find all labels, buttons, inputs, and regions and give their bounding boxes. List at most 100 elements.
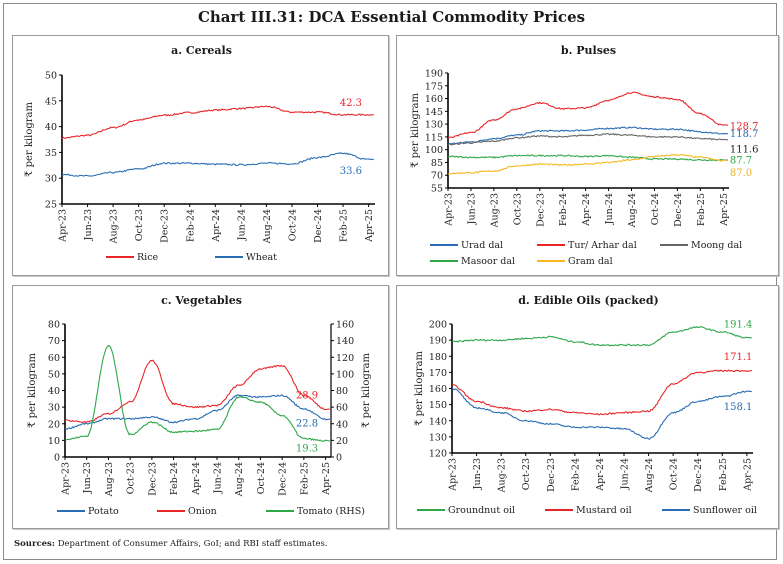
x-tick-label: Apr-23	[448, 458, 459, 492]
chart-cereals: a. Cereals 25 30 35 40 45 50 ₹ per kilogram Apr-…	[24, 44, 375, 263]
series-line-rice	[61, 105, 374, 140]
y-tick-label: 10	[48, 436, 60, 447]
y-right-tick-label: 120	[336, 353, 354, 364]
y-tick-label: 20	[48, 419, 60, 430]
end-value-label-moong-dal: 111.6	[730, 144, 759, 155]
panel-title: d. Edible Oils (packed)	[518, 294, 659, 307]
series-line-wheat	[61, 152, 374, 177]
y-tick-label: 0	[54, 453, 60, 464]
panel-cereals: a. Cereals 25 30 35 40 45 50 ₹ per kilogram Apr-…	[12, 35, 389, 276]
y-axis-right-label: ₹ per kilogram	[361, 353, 372, 428]
legend-label-sunflower-oil: Sunflower oil	[693, 505, 757, 516]
y-tick-label: 115	[425, 132, 443, 143]
y-tick-label: 175	[425, 81, 443, 92]
x-tick-label: Feb-25	[339, 209, 350, 242]
y-tick-label: 80	[48, 320, 60, 331]
x-tick-label: Oct-23	[134, 209, 145, 241]
y-tick-label: 30	[45, 174, 57, 185]
x-tick-label: Apr-24	[595, 458, 606, 492]
legend-label-groundnut-oil: Groundnut oil	[448, 505, 515, 516]
y-tick-label: 140	[429, 416, 447, 427]
x-tick-label: Apr-25	[321, 462, 332, 496]
panel-edible-oils: d. Edible Oils (packed) 120 130 140 150 160 17…	[396, 285, 779, 529]
x-tick-label: Apr-24	[211, 209, 222, 243]
x-tick-label: Jun-23	[83, 209, 94, 241]
legend-label-mustard-oil: Mustard oil	[576, 505, 632, 516]
x-tick-label: Dec-23	[160, 209, 171, 243]
end-value-label-tur-arhar-dal: 128.7	[730, 122, 759, 133]
y-tick-label: 190	[429, 336, 447, 347]
x-tick-label: Aug-24	[262, 209, 273, 244]
panel-title: b. Pulses	[561, 44, 616, 57]
x-tick-label: Dec-24	[693, 458, 704, 492]
y-tick-label: 200	[429, 320, 447, 331]
y-right-tick-label: 160	[336, 320, 354, 331]
y-tick-label: 45	[45, 96, 57, 107]
y-right-tick-label: 80	[336, 386, 348, 397]
y-right-tick-label: 60	[336, 403, 348, 414]
series-line-tomato-rhs	[64, 344, 331, 442]
x-tick-label: Oct-23	[512, 193, 523, 225]
y-tick-label: 25	[45, 200, 57, 211]
chart-frame	[3, 3, 777, 560]
y-tick-label: 170	[429, 368, 447, 379]
chart-vegetables: c. Vegetables 0 10 20 30 40 50 60 70 80 0 20 40 60 80 1…	[27, 294, 372, 517]
end-value-label-tomato-rhs: 19.3	[296, 443, 318, 454]
x-tick-label: Dec-24	[673, 193, 684, 227]
x-tick-label: Apr-25	[719, 193, 730, 227]
y-tick-label: 50	[45, 71, 57, 82]
x-tick-label: Aug-23	[497, 458, 508, 493]
y-axis-label: ₹ per kilogram	[27, 353, 38, 428]
panel-vegetables: c. Vegetables 0 10 20 30 40 50 60 70 80 0 20 40 60 80 1…	[12, 285, 389, 529]
x-tick-label: Jun-23	[466, 193, 477, 225]
x-tick-label: Apr-25	[364, 209, 375, 243]
y-tick-label: 130	[425, 120, 443, 131]
y-tick-label: 190	[425, 69, 443, 80]
x-tick-label: Oct-24	[287, 209, 298, 241]
y-tick-label: 30	[48, 403, 60, 414]
main-title: Chart III.31: DCA Essential Commodity Pr…	[197, 8, 586, 26]
series-line-mustard-oil	[451, 369, 752, 416]
x-tick-label: Jun-23	[472, 458, 483, 490]
legend-label-onion: Onion	[188, 506, 217, 517]
x-tick-label: Oct-24	[256, 462, 267, 494]
x-tick-label: Apr-23	[444, 193, 455, 227]
x-tick-label: Jun-23	[82, 462, 93, 494]
x-tick-label: Feb-24	[185, 209, 196, 242]
x-tick-label: Aug-23	[109, 209, 120, 244]
x-tick-label: Aug-23	[104, 462, 115, 497]
sources-text: Department of Consumer Affairs, GoI; and…	[57, 539, 328, 549]
x-tick-label: Feb-24	[558, 193, 569, 226]
y-tick-label: 70	[431, 171, 443, 182]
y-tick-label: 130	[429, 432, 447, 443]
panel-title: c. Vegetables	[161, 294, 242, 307]
legend-label-wheat: Wheat	[246, 252, 277, 263]
series-line-tur-arhar-dal	[447, 91, 728, 139]
y-tick-label: 40	[48, 386, 60, 397]
end-value-label-urad-dal: 118.7	[730, 129, 759, 140]
y-right-tick-label: 140	[336, 336, 354, 347]
x-tick-label: Apr-23	[58, 209, 69, 243]
x-tick-label: Jun-24	[620, 458, 631, 490]
x-tick-label: Oct-23	[521, 458, 532, 490]
x-tick-label: Apr-24	[581, 193, 592, 227]
x-tick-label: Apr-23	[61, 462, 72, 496]
y-tick-label: 35	[45, 148, 57, 159]
x-tick-label: Aug-24	[644, 458, 655, 493]
series-line-masoor-dal	[447, 154, 728, 162]
x-tick-label: Oct-23	[126, 462, 137, 494]
end-value-label-rice: 42.3	[340, 98, 362, 109]
legend-label-potato: Potato	[88, 506, 119, 517]
x-tick-label: Dec-24	[278, 462, 289, 496]
series-line-onion	[64, 359, 330, 423]
x-tick-label: Feb-24	[169, 462, 180, 495]
end-value-label-wheat: 33.6	[340, 166, 362, 177]
x-tick-label: Apr-25	[742, 458, 753, 492]
x-tick-label: Jun-24	[236, 209, 247, 241]
end-value-label-onion: 28.9	[296, 390, 318, 401]
x-tick-label: Oct-24	[650, 193, 661, 225]
x-tick-label: Dec-23	[535, 193, 546, 227]
x-tick-label: Dec-23	[546, 458, 557, 492]
legend-label-gram-dal: Gram dal	[568, 256, 613, 267]
y-tick-label: 180	[429, 352, 447, 363]
